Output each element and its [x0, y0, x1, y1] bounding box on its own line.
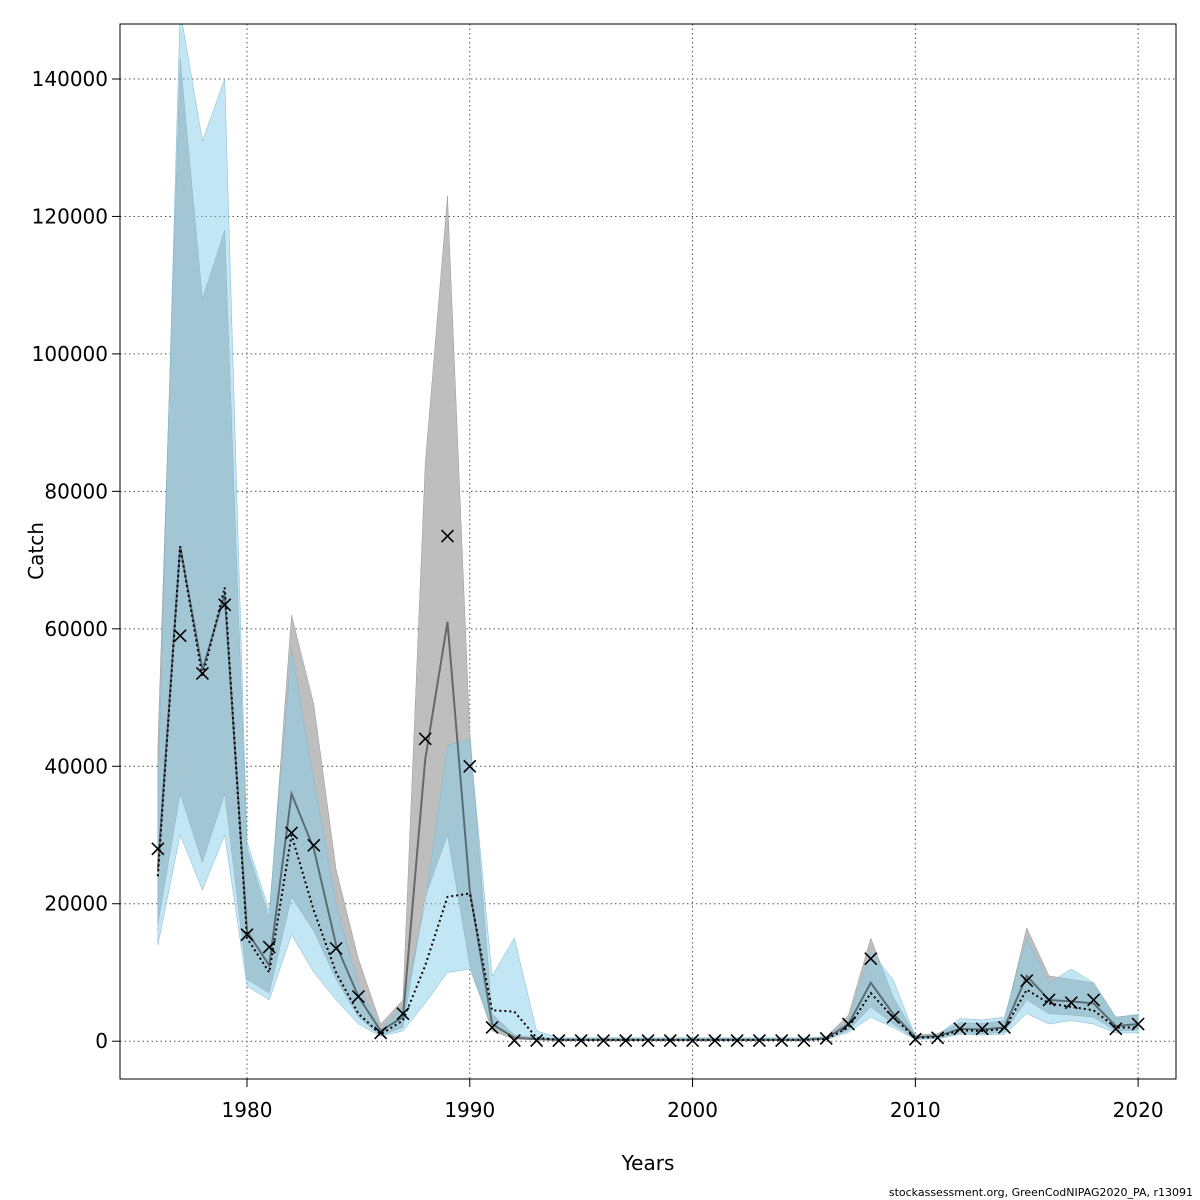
- point-layer: [151, 529, 1145, 1048]
- observed-point: [374, 1026, 388, 1040]
- observed-point: [708, 1033, 722, 1048]
- observed-point: [195, 666, 209, 681]
- observed-point: [173, 629, 187, 643]
- x-axis-title: Years: [621, 1151, 675, 1175]
- observed-point: [908, 1032, 922, 1046]
- y-tick-label: 100000: [32, 342, 108, 366]
- observed-point: [552, 1033, 566, 1048]
- observed-point: [574, 1033, 588, 1048]
- observed-point: [864, 952, 878, 966]
- observed-point: [775, 1033, 789, 1048]
- observed-point: [1042, 993, 1056, 1007]
- observed-point: [1109, 1022, 1123, 1036]
- plot-frame: [119, 23, 1177, 1080]
- y-tick-label: 40000: [44, 754, 108, 778]
- x-tick-label: 2000: [667, 1098, 718, 1122]
- observed-point: [730, 1033, 744, 1048]
- y-tick-label: 60000: [44, 617, 108, 641]
- observed-point: [1064, 996, 1078, 1010]
- x-tick-label: 1980: [222, 1098, 273, 1122]
- observed-point: [218, 598, 232, 612]
- observed-point: [1131, 1017, 1145, 1031]
- y-tick-label: 0: [95, 1029, 108, 1053]
- x-tick-label: 2010: [890, 1098, 941, 1122]
- observed-point: [819, 1031, 833, 1046]
- observed-point: [463, 759, 477, 773]
- observed-point: [886, 1010, 900, 1024]
- observed-point: [329, 941, 343, 955]
- footer-credit: stockassessment.org, GreenCodNIPAG2020_P…: [889, 1186, 1193, 1199]
- observed-point: [1087, 993, 1101, 1007]
- observed-point: [975, 1022, 989, 1036]
- axis-layer: 1980 1990 2000 2010 2020 0 20000 40000 60000 8000…: [32, 67, 1164, 1122]
- y-tick-label: 20000: [44, 892, 108, 916]
- observed-point: [663, 1033, 677, 1048]
- y-tick-label: 80000: [44, 479, 108, 503]
- x-tick-label: 2020: [1113, 1098, 1164, 1122]
- observed-point: [641, 1033, 655, 1048]
- observed-point: [997, 1020, 1012, 1035]
- observed-point: [396, 1007, 410, 1021]
- observed-point: [485, 1020, 499, 1035]
- band-layer: [157, 24, 1139, 1041]
- observed-point: [418, 732, 432, 746]
- observed-point: [507, 1033, 521, 1048]
- observed-point: [619, 1033, 633, 1048]
- observed-point: [151, 842, 165, 856]
- observed-point: [440, 529, 455, 543]
- observed-point: [685, 1033, 700, 1048]
- observed-point: [1020, 974, 1034, 988]
- observed-point: [596, 1033, 611, 1048]
- x-tick-label: 1990: [444, 1098, 495, 1122]
- observed-point: [262, 940, 276, 954]
- observed-point: [530, 1033, 544, 1048]
- observed-point: [953, 1022, 967, 1036]
- y-tick-label: 120000: [32, 204, 108, 228]
- observed-point: [931, 1031, 945, 1045]
- observed-point: [284, 826, 299, 840]
- observed-point: [797, 1033, 811, 1048]
- y-tick-label: 140000: [32, 67, 108, 91]
- observed-point: [752, 1033, 766, 1048]
- observed-point: [307, 838, 321, 852]
- observed-point: [841, 1017, 856, 1031]
- observed-point: [240, 928, 254, 942]
- observed-point: [351, 989, 365, 1004]
- y-axis-title: Catch: [24, 522, 48, 580]
- estimate-dotted-band: [157, 24, 1139, 1041]
